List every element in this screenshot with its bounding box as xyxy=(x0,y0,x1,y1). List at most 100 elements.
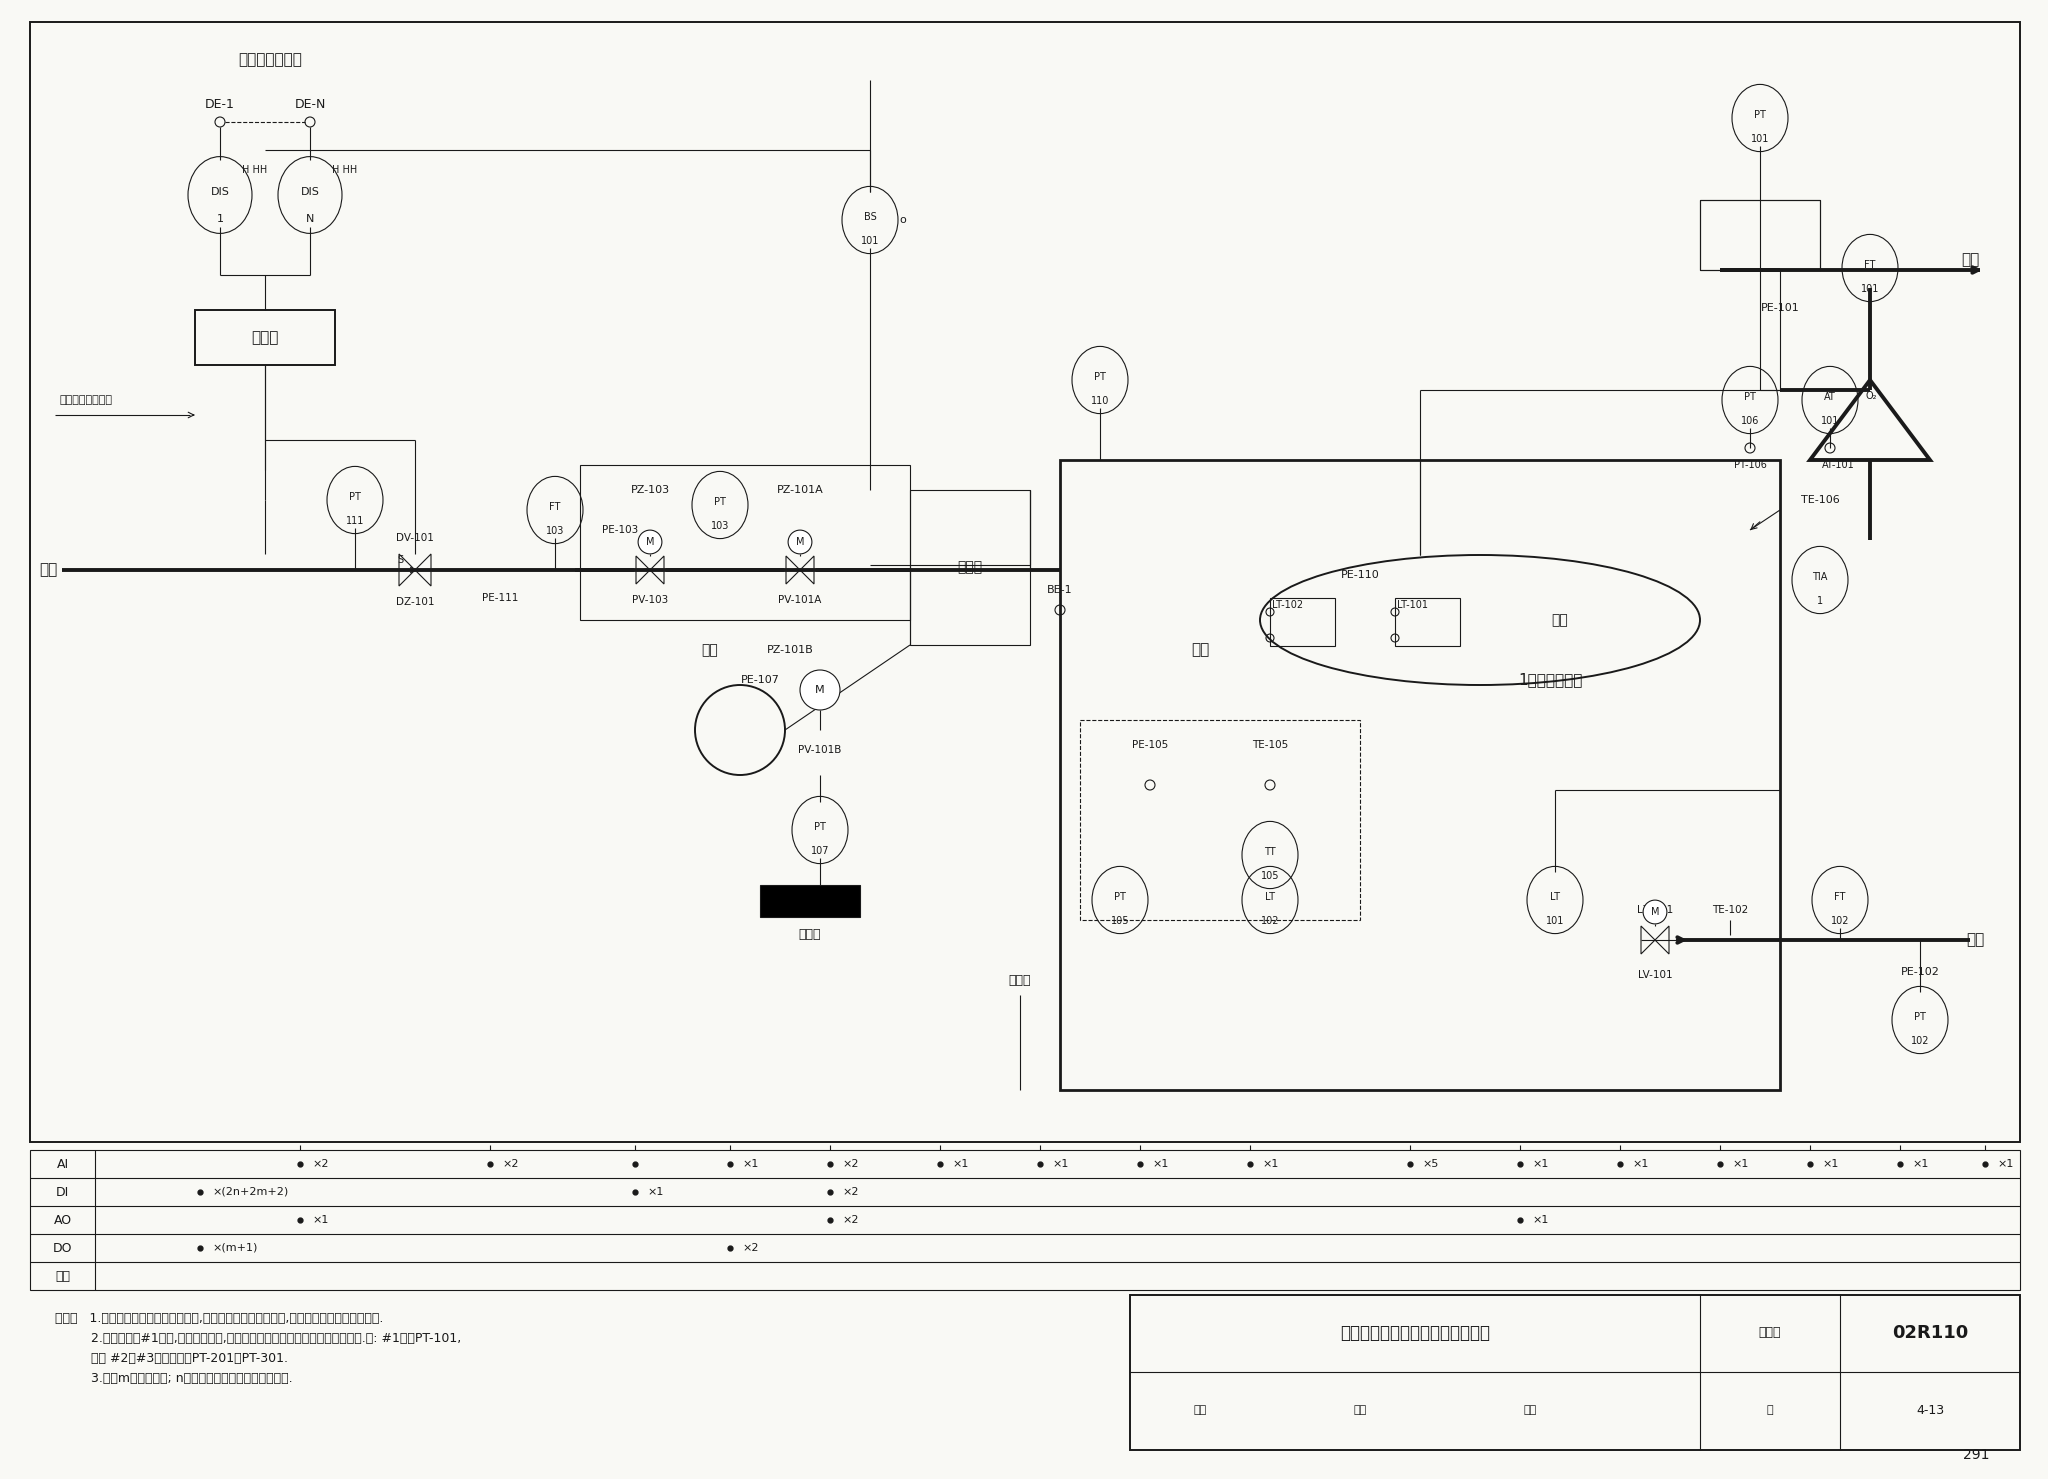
Text: 102: 102 xyxy=(1911,1035,1929,1046)
Text: ×1: ×1 xyxy=(1913,1160,1929,1168)
Text: DI: DI xyxy=(55,1186,70,1198)
Text: 02R110: 02R110 xyxy=(1892,1324,1968,1341)
Text: 炉膛: 炉膛 xyxy=(1190,642,1208,658)
Text: DO: DO xyxy=(53,1241,72,1254)
Text: 1: 1 xyxy=(217,214,223,223)
Text: 1: 1 xyxy=(1817,596,1823,606)
Text: ×1: ×1 xyxy=(311,1216,328,1225)
Text: PE-110: PE-110 xyxy=(1341,569,1380,580)
Text: 111: 111 xyxy=(346,516,365,527)
Text: ×1: ×1 xyxy=(1733,1160,1749,1168)
Text: 至燃气总管切断阀: 至燃气总管切断阀 xyxy=(59,395,113,405)
Text: 风机: 风机 xyxy=(702,643,719,657)
Text: DV-101: DV-101 xyxy=(395,532,434,543)
Text: DE-1: DE-1 xyxy=(205,99,236,111)
Text: LT-101: LT-101 xyxy=(1397,600,1427,609)
Text: ×2: ×2 xyxy=(741,1242,758,1253)
Text: ×1: ×1 xyxy=(1053,1160,1069,1168)
Text: LZ-101: LZ-101 xyxy=(1636,905,1673,916)
Circle shape xyxy=(788,529,811,555)
Text: AI: AI xyxy=(57,1158,68,1170)
Text: PE-105: PE-105 xyxy=(1133,740,1167,750)
Text: PE-103: PE-103 xyxy=(602,525,639,535)
Text: 校对: 校对 xyxy=(1354,1405,1366,1415)
Bar xyxy=(580,464,909,620)
Text: H HH: H HH xyxy=(332,166,358,175)
Text: PV-103: PV-103 xyxy=(633,595,668,605)
Text: O₂: O₂ xyxy=(1866,390,1876,401)
Text: ×1: ×1 xyxy=(1151,1160,1167,1168)
Text: ×1: ×1 xyxy=(741,1160,758,1168)
Text: 配电箱: 配电箱 xyxy=(799,929,821,942)
Text: ×2: ×2 xyxy=(311,1160,328,1168)
Text: ×(2n+2m+2): ×(2n+2m+2) xyxy=(213,1188,289,1197)
Text: PE-107: PE-107 xyxy=(741,674,780,685)
Text: PV-101A: PV-101A xyxy=(778,595,821,605)
Text: PE-101: PE-101 xyxy=(1761,303,1800,314)
Text: AT-101: AT-101 xyxy=(1821,460,1853,470)
Text: ×1: ×1 xyxy=(1262,1160,1278,1168)
Text: PT-106: PT-106 xyxy=(1733,460,1767,470)
Text: 仪表盘: 仪表盘 xyxy=(252,330,279,345)
Text: PZ-103: PZ-103 xyxy=(631,485,670,495)
Bar xyxy=(31,1151,2019,1290)
Text: ×2: ×2 xyxy=(502,1160,518,1168)
Text: 105: 105 xyxy=(1110,916,1128,926)
Text: PT: PT xyxy=(1094,373,1106,382)
Text: PZ-101A: PZ-101A xyxy=(776,485,823,495)
Text: ×2: ×2 xyxy=(842,1216,858,1225)
Text: TE-106: TE-106 xyxy=(1800,495,1839,504)
Text: TE-105: TE-105 xyxy=(1251,740,1288,750)
Text: PE-111: PE-111 xyxy=(481,593,518,603)
Text: 说明：   1.图中所示热工测量及控制仪表,有的随锅炉、燃烧器带来,并与锅炉容量及生产厂有关.: 说明： 1.图中所示热工测量及控制仪表,有的随锅炉、燃烧器带来,并与锅炉容量及生… xyxy=(55,1312,383,1325)
Text: 蒸汽: 蒸汽 xyxy=(1960,253,1978,268)
Text: ×2: ×2 xyxy=(842,1160,858,1168)
Bar xyxy=(1700,200,1821,271)
Text: PE-102: PE-102 xyxy=(1901,967,1939,978)
Text: 给水: 给水 xyxy=(1966,932,1985,948)
Circle shape xyxy=(1642,901,1667,924)
Text: 1燃气蒸汽锅炉: 1燃气蒸汽锅炉 xyxy=(1518,673,1583,688)
Text: 102: 102 xyxy=(1262,916,1280,926)
Text: DIS: DIS xyxy=(211,186,229,197)
Text: PT: PT xyxy=(1753,111,1765,120)
Text: ×(m+1): ×(m+1) xyxy=(213,1242,258,1253)
Text: PT: PT xyxy=(1915,1012,1925,1022)
Text: o: o xyxy=(899,214,907,225)
Circle shape xyxy=(639,529,662,555)
Text: 291: 291 xyxy=(1964,1448,1991,1463)
Text: 多台燃气蒸汽锅炉微机监控系统图: 多台燃气蒸汽锅炉微机监控系统图 xyxy=(1339,1324,1491,1341)
Text: S: S xyxy=(397,555,403,565)
Text: TIA: TIA xyxy=(1812,572,1827,583)
Text: BE-1: BE-1 xyxy=(1047,586,1073,595)
Text: 4-13: 4-13 xyxy=(1917,1404,1944,1417)
Text: ×1: ×1 xyxy=(1997,1160,2013,1168)
Bar xyxy=(760,884,860,917)
Bar xyxy=(1130,1296,2019,1449)
Text: FT: FT xyxy=(1835,892,1845,902)
Text: N: N xyxy=(305,214,313,223)
Text: PT: PT xyxy=(1745,392,1755,402)
Text: 燃烧器: 燃烧器 xyxy=(956,561,983,574)
Text: 按需要: 按需要 xyxy=(1010,973,1032,986)
Text: M: M xyxy=(797,537,805,547)
Text: AT: AT xyxy=(1825,392,1835,402)
Bar xyxy=(31,22,2019,1142)
Text: M: M xyxy=(1651,907,1659,917)
Text: 101: 101 xyxy=(1862,284,1880,294)
Bar xyxy=(1395,598,1460,646)
Text: TT: TT xyxy=(1264,847,1276,858)
Text: 2.图中仅示出#1锅炉,对于其它锅炉,仅需将图位号首位数字改为相应炉号即可.例: #1锅炉PT-101,: 2.图中仅示出#1锅炉,对于其它锅炉,仅需将图位号首位数字改为相应炉号即可.例:… xyxy=(55,1331,461,1344)
Text: M: M xyxy=(645,537,653,547)
Text: 101: 101 xyxy=(1546,916,1565,926)
Text: 燃气: 燃气 xyxy=(39,562,57,577)
Text: H HH: H HH xyxy=(242,166,268,175)
Text: ×1: ×1 xyxy=(1632,1160,1649,1168)
Text: PT: PT xyxy=(1114,892,1126,902)
Text: 107: 107 xyxy=(811,846,829,856)
Text: LV-101: LV-101 xyxy=(1638,970,1673,981)
Bar xyxy=(1061,460,1780,1090)
Text: 103: 103 xyxy=(711,521,729,531)
Text: ×1: ×1 xyxy=(1532,1160,1548,1168)
Text: 页: 页 xyxy=(1767,1405,1774,1415)
